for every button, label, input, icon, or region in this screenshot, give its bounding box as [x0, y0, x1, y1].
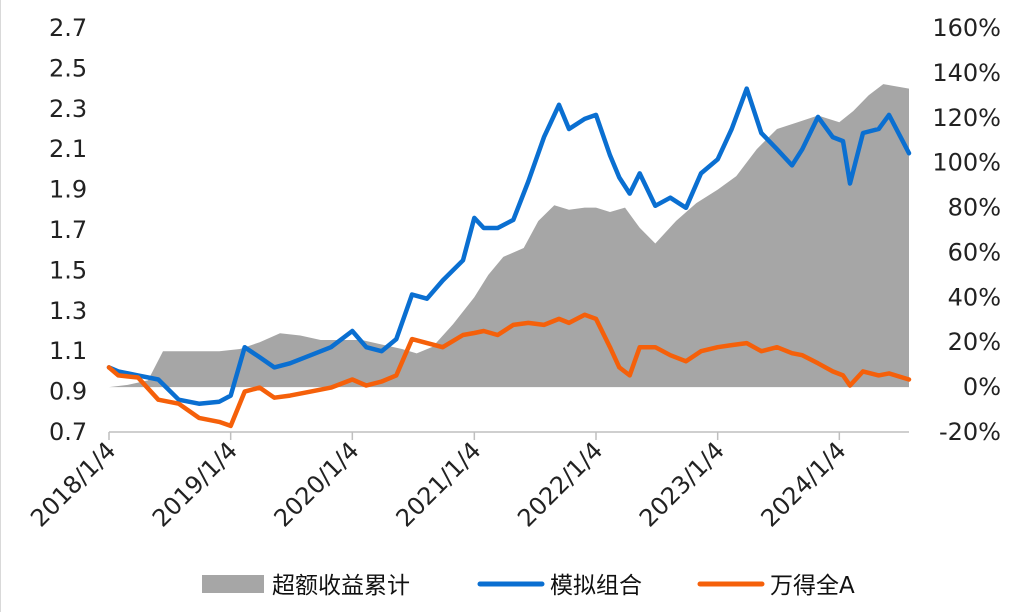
x-tick-label-4: 2021/1/4 [391, 436, 487, 532]
y-left-tick-label-9: 2.3 [49, 95, 87, 123]
y-left-tick-label-10: 2.5 [49, 54, 87, 82]
y-right-tick-label-6: 80% [948, 194, 1001, 222]
y-left-tick-label-11: 2.7 [49, 14, 87, 42]
legend-item-1-label: 超额收益累计 [272, 573, 410, 599]
x-tick-label-7: 2024/1/4 [756, 436, 852, 532]
legend-item-1-swatch [202, 575, 264, 593]
y-left-tick-label-2: 0.9 [49, 378, 87, 406]
y-right-tick-label-7: 100% [932, 149, 1001, 177]
y-right-tick-label-4: 40% [948, 283, 1001, 311]
legend-item-3-label: 万得全A [770, 573, 855, 599]
y-left-tick-label-3: 1.1 [49, 337, 87, 365]
x-tick-label-2: 2019/1/4 [147, 436, 243, 532]
x-tick-label-6: 2023/1/4 [634, 436, 730, 532]
x-tick-label-3: 2020/1/4 [269, 436, 365, 532]
y-right-tick-label-8: 120% [932, 104, 1001, 132]
y-left-tick-label-8: 2.1 [49, 135, 87, 163]
y-left-tick-label-6: 1.7 [49, 216, 87, 244]
y-left-tick-label-4: 1.3 [49, 297, 87, 325]
series-3-line [106, 312, 912, 429]
x-tick-label-5: 2022/1/4 [512, 436, 608, 532]
y-left-tick-label-7: 1.9 [49, 176, 87, 204]
y-right-tick-label-5: 60% [948, 238, 1001, 266]
y-right-tick-label-10: 160% [932, 14, 1001, 42]
legend-item-2-label: 模拟组合 [550, 573, 642, 599]
y-right-tick-label-9: 140% [932, 59, 1001, 87]
legend: 超额收益累计 模拟组合 万得全A [202, 573, 855, 599]
line-layer [106, 86, 912, 429]
y-left-tick-label-1: 0.7 [49, 418, 87, 446]
series-2-line [106, 86, 912, 406]
y-right-tick-label-3: 20% [948, 328, 1001, 356]
series-1-area [109, 84, 909, 388]
y-right-tick-label-2: 0% [963, 373, 1001, 401]
x-tick-label-1: 2018/1/4 [25, 436, 121, 532]
area-layer [109, 84, 909, 388]
y-right-tick-label-1: -20% [939, 418, 1001, 446]
y-left-tick-label-5: 1.5 [49, 256, 87, 284]
